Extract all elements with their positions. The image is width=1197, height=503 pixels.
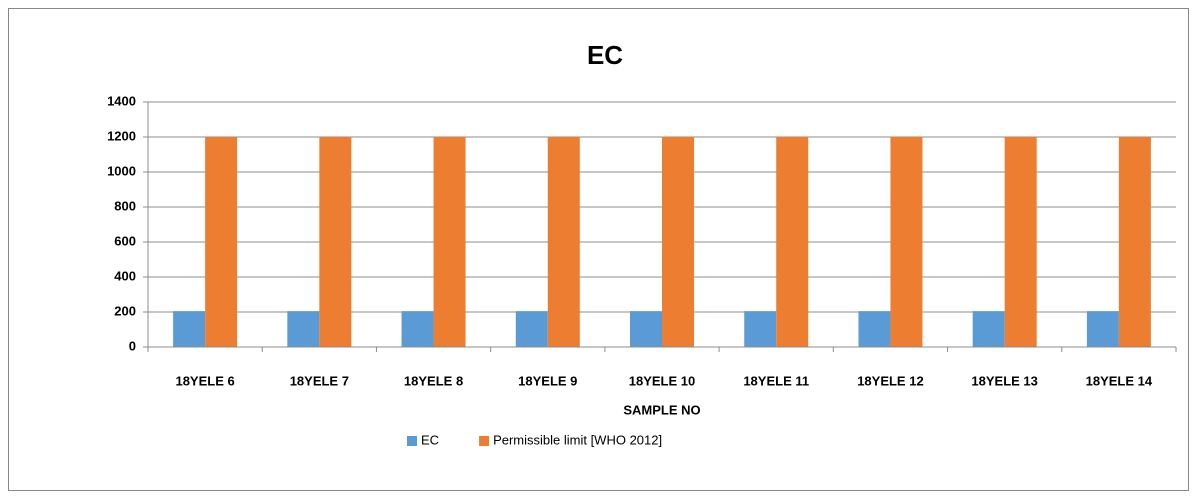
y-tick-label: 0 xyxy=(129,338,136,353)
bar xyxy=(858,311,891,347)
x-tick-label: 18YELE 10 xyxy=(629,373,696,388)
bar xyxy=(630,311,662,347)
bar xyxy=(173,311,206,347)
x-tick-label: 18YELE 8 xyxy=(404,373,463,388)
x-tick-label: 18YELE 12 xyxy=(857,373,924,388)
x-tick-label: 18YELE 7 xyxy=(290,373,349,388)
x-axis-title: SAMPLE NO xyxy=(623,402,700,417)
bar xyxy=(1086,311,1119,347)
bar xyxy=(1004,137,1037,347)
bar xyxy=(972,311,1005,347)
bar xyxy=(319,137,352,347)
x-tick-label: 18YELE 9 xyxy=(518,373,577,388)
y-tick-label: 200 xyxy=(114,303,136,318)
bar xyxy=(744,311,777,347)
x-tick-label: 18YELE 14 xyxy=(1086,373,1153,388)
y-tick-label: 400 xyxy=(114,268,136,283)
bar xyxy=(515,311,548,347)
y-tick-label: 800 xyxy=(114,198,136,213)
x-tick-label: 18YELE 13 xyxy=(971,373,1038,388)
legend-swatch xyxy=(479,436,490,446)
x-tick-label: 18YELE 6 xyxy=(175,373,234,388)
y-tick-label: 600 xyxy=(114,233,136,248)
chart-title: EC xyxy=(587,40,623,70)
bar xyxy=(890,137,923,347)
legend-label: EC xyxy=(421,432,439,447)
x-tick-label: 18YELE 11 xyxy=(743,373,809,388)
y-tick-label: 1200 xyxy=(107,128,136,143)
bar xyxy=(287,311,320,347)
bar xyxy=(662,137,694,347)
y-tick-label: 1400 xyxy=(107,93,136,108)
bar xyxy=(1118,137,1151,347)
bar xyxy=(776,137,809,347)
bar xyxy=(547,137,580,347)
bar xyxy=(401,311,434,347)
bar xyxy=(433,137,466,347)
legend-swatch xyxy=(407,436,417,446)
bar xyxy=(205,137,238,347)
legend-label: Permissible limit [WHO 2012] xyxy=(493,432,662,447)
y-tick-label: 1000 xyxy=(107,163,136,178)
